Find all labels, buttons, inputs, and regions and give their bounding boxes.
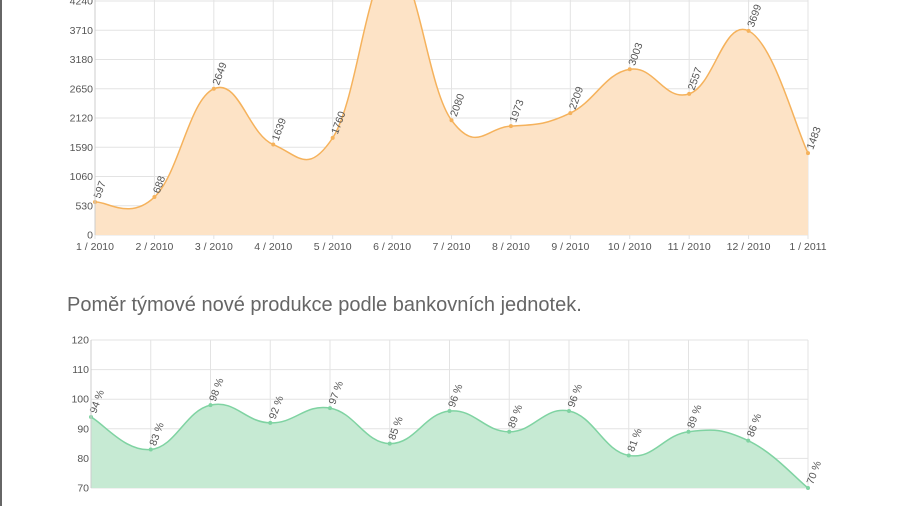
c1-ytick-label: 1060 [70, 171, 94, 183]
c1-data-label: 3003 [626, 41, 645, 67]
c1-data-point [806, 151, 810, 156]
c1-ytick-label: 4240 [70, 0, 94, 8]
c2-data-label: 97 % [327, 380, 346, 407]
c1-xtick-label: 11 / 2010 [668, 241, 711, 253]
c1-xtick-label: 1 / 2010 [76, 241, 114, 253]
c1-xtick-label: 9 / 2010 [551, 241, 589, 253]
c1-data-label: 2649 [210, 61, 229, 87]
c1-xtick-label: 2 / 2010 [135, 241, 173, 253]
c1-data-label: 1483 [805, 125, 824, 151]
c1-ytick-label: 2120 [70, 113, 94, 125]
c2-data-point [208, 403, 213, 408]
c1-ytick-label: 0 [87, 230, 93, 242]
c1-data-point [627, 67, 632, 72]
c2-data-point [507, 429, 512, 434]
c1-data-label: 688 [151, 174, 168, 195]
c2-ytick-label: 100 [71, 394, 89, 406]
c1-data-label: 597 [92, 179, 109, 200]
production-area-chart: 0 530 1060 1590 2120 2650 3180 3710 4240 597 688 26… [70, 0, 827, 253]
c2-ytick-label: 90 [77, 423, 89, 435]
c2-data-point [567, 409, 571, 414]
c1-data-label: 1973 [507, 98, 526, 124]
c1-data-point [449, 118, 454, 123]
c1-data-label: 1639 [270, 116, 289, 142]
c2-data-point [148, 447, 153, 452]
c2-data-label: 94 % [88, 388, 107, 415]
c2-ytick-label: 120 [71, 335, 89, 347]
c1-area-fill [95, 0, 808, 235]
c2-data-label: 96 % [446, 382, 465, 409]
c1-xtick-label: 12 / 2010 [727, 241, 771, 253]
c1-data-point [330, 135, 335, 140]
window-left-border [0, 0, 2, 506]
c2-data-point [806, 486, 810, 490]
c2-data-point [328, 406, 332, 411]
c2-data-label: 81 % [625, 427, 644, 454]
c1-data-point [687, 91, 692, 96]
c1-ytick-label: 3710 [70, 25, 94, 37]
c1-ytick-label: 530 [75, 200, 93, 212]
c1-xtick-label: 4 / 2010 [254, 241, 292, 253]
c1-xtick-label: 1 / 2011 [789, 241, 826, 253]
c2-data-label: 83 % [147, 421, 166, 448]
c2-data-label: 92 % [267, 394, 286, 421]
c1-ytick-label: 2650 [70, 83, 94, 95]
chart2-title: Poměr týmové nové produkce podle bankovn… [67, 294, 582, 316]
c1-xtick-label: 7 / 2010 [433, 241, 471, 253]
c1-xtick-label: 6 / 2010 [373, 241, 411, 253]
c2-data-label: 89 % [685, 403, 704, 430]
c1-data-label: 3699 [745, 3, 764, 29]
c2-data-point [626, 453, 631, 458]
c1-xtick-label: 5 / 2010 [314, 241, 352, 253]
c2-area-fill [91, 404, 808, 488]
c2-data-point [268, 420, 273, 425]
c2-ytick-label: 70 [77, 483, 89, 495]
c2-data-point [686, 429, 691, 434]
c1-data-point [508, 124, 513, 129]
c1-data-label: 2080 [448, 92, 467, 118]
c2-ytick-label: 80 [77, 453, 89, 465]
c2-data-label: 70 % [805, 459, 824, 486]
c1-xtick-label: 3 / 2010 [195, 241, 233, 253]
c1-data-point [271, 142, 276, 147]
c1-data-point [568, 111, 573, 116]
c1-data-point [746, 28, 751, 33]
c2-ytick-label: 110 [72, 364, 89, 376]
c2-data-label: 89 % [506, 403, 525, 430]
c1-xtick-label: 8 / 2010 [492, 241, 530, 253]
c1-xtick-label: 10 / 2010 [608, 241, 652, 253]
c2-data-point [447, 409, 452, 414]
c2-data-label: 86 % [745, 412, 764, 439]
c2-data-point [746, 438, 751, 443]
c1-ytick-label: 3180 [70, 54, 94, 66]
c1-data-point [152, 195, 157, 200]
c2-data-point [387, 441, 392, 446]
c2-data-label: 96 % [566, 382, 585, 409]
c1-data-point [211, 86, 216, 91]
c1-ytick-label: 1590 [70, 142, 94, 154]
